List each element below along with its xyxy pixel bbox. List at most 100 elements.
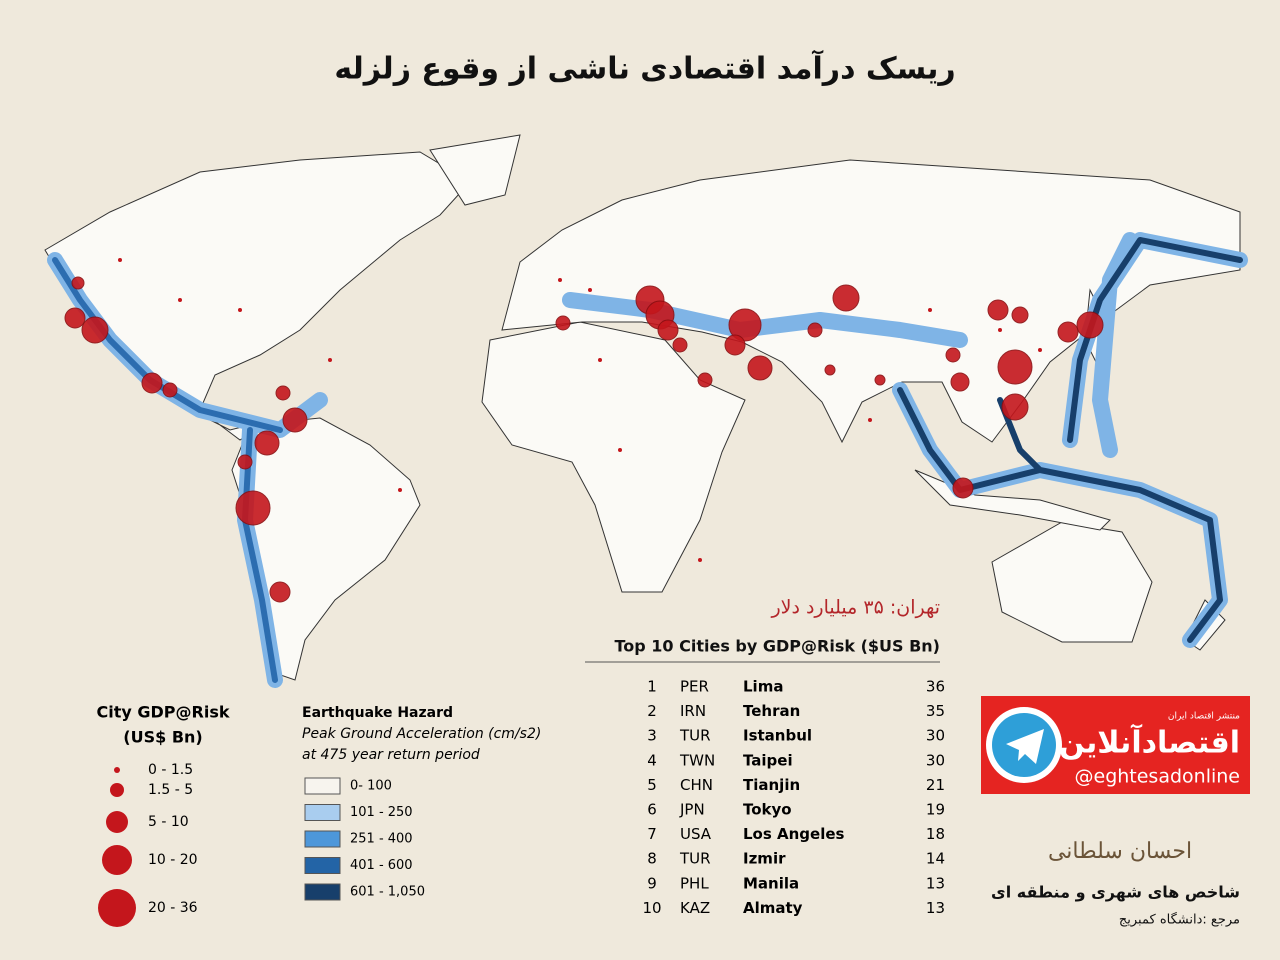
- rank: 10: [642, 899, 661, 917]
- gdp-risk: 35: [926, 702, 945, 720]
- city-marker: [868, 418, 872, 422]
- city-marker: [1011, 306, 1029, 324]
- city-marker: [1057, 321, 1079, 343]
- size-swatch: [106, 811, 128, 833]
- city-marker: [71, 276, 85, 290]
- legend-title: Earthquake Hazard: [302, 705, 453, 721]
- size-label: 0 - 1.5: [148, 762, 193, 778]
- city-marker: [672, 337, 688, 353]
- hazard-swatch: [304, 830, 341, 848]
- legend-subtitle: Peak Ground Acceleration (cm/s2): [302, 726, 541, 742]
- table: 1 PER Lima 36 2 IRN Tehran 35 3 TUR Istanbul 30 4 TWN…: [642, 678, 945, 917]
- legend-title: City GDP@Risk: [97, 703, 230, 722]
- gdp-risk: 14: [926, 850, 945, 868]
- rank: 5: [647, 776, 657, 794]
- city-marker: [235, 490, 271, 526]
- gdp-risk: 21: [926, 776, 945, 794]
- title: ریسک درآمد اقتصادی ناشی از وقوع زلزله: [334, 50, 955, 87]
- city-marker: [141, 372, 163, 394]
- city-markers: [64, 258, 1104, 603]
- city: Tianjin: [743, 776, 800, 794]
- country-code: TUR: [679, 850, 711, 868]
- size-swatch: [98, 889, 136, 927]
- hazard-label: 251 - 400: [350, 832, 413, 847]
- city-marker: [118, 258, 122, 262]
- table-title: Top 10 Cities by GDP@Risk ($US Bn): [614, 637, 940, 656]
- size-swatch: [114, 767, 120, 773]
- hazard-label: 401 - 600: [350, 858, 413, 873]
- city-marker: [328, 358, 332, 362]
- rank: 2: [647, 702, 657, 720]
- city-marker: [275, 385, 291, 401]
- badge[interactable]: منتشر اقتصاد ایران اقتصادآنلاین @eghtesa…: [981, 696, 1250, 794]
- gdp-risk: 13: [926, 874, 945, 892]
- city-marker: [724, 334, 746, 356]
- city-marker: [588, 288, 592, 292]
- city: Izmir: [743, 850, 786, 868]
- hazard-label: 601 - 1,050: [350, 885, 425, 900]
- hazard-swatch: [304, 883, 341, 901]
- city: Tehran: [743, 702, 800, 720]
- rank: 1: [647, 678, 657, 696]
- city-marker: [282, 407, 308, 433]
- country-code: PHL: [680, 874, 709, 892]
- gdp-risk: 19: [926, 801, 945, 819]
- city-marker: [162, 382, 178, 398]
- country-code: KAZ: [680, 899, 710, 917]
- city-marker: [728, 308, 762, 342]
- city: Manila: [743, 874, 799, 892]
- size-label: 10 - 20: [148, 852, 198, 868]
- city-marker: [81, 316, 109, 344]
- rank: 3: [647, 727, 657, 745]
- hazard-label: 101 - 250: [350, 805, 413, 820]
- gdp-risk: 18: [926, 825, 945, 843]
- city: Istanbul: [743, 727, 812, 745]
- city-marker: [987, 299, 1009, 321]
- badge-handle: @eghtesadonline: [1075, 766, 1241, 788]
- rank: 4: [647, 751, 657, 769]
- size-swatch: [102, 845, 132, 875]
- city-marker: [874, 374, 886, 386]
- badge-tagline: منتشر اقتصاد ایران: [1168, 712, 1240, 722]
- city-marker: [555, 315, 571, 331]
- city: Taipei: [743, 751, 793, 769]
- country-code: IRN: [680, 702, 706, 720]
- rank: 8: [647, 850, 657, 868]
- size-label: 20 - 36: [148, 900, 198, 916]
- city-marker: [997, 349, 1033, 385]
- size-label: 1.5 - 5: [148, 782, 193, 798]
- city-marker: [1038, 348, 1042, 352]
- city-marker: [238, 308, 242, 312]
- hazard-label: 0- 100: [350, 779, 392, 794]
- footer-source: مرجع :دانشگاه کمبریج: [1119, 912, 1240, 928]
- city-marker: [254, 430, 280, 456]
- city-marker: [824, 364, 836, 376]
- city: Tokyo: [743, 801, 792, 819]
- rank: 6: [647, 801, 657, 819]
- country-code: TUR: [679, 727, 711, 745]
- country-code: CHN: [680, 776, 713, 794]
- gdp-risk: 30: [926, 727, 945, 745]
- city-marker: [598, 358, 602, 362]
- badge-brand: اقتصادآنلاین: [1059, 724, 1240, 761]
- rank: 9: [647, 874, 657, 892]
- city-marker: [657, 319, 679, 341]
- city-marker: [178, 298, 182, 302]
- country-code: USA: [680, 825, 712, 843]
- logo: احسان سلطانی: [1048, 839, 1192, 864]
- gdp-risk: 36: [926, 678, 945, 696]
- size-swatch: [110, 783, 124, 797]
- city-marker: [558, 278, 562, 282]
- legend-subtitle: at 475 year return period: [302, 747, 480, 763]
- city-marker: [950, 372, 970, 392]
- country-code: JPN: [679, 801, 705, 819]
- city-marker: [697, 372, 713, 388]
- city-marker: [398, 488, 402, 492]
- rank: 7: [647, 825, 657, 843]
- gdp-risk: 13: [926, 899, 945, 917]
- city-marker: [1076, 311, 1104, 339]
- size-legend: City GDP@Risk (US$ Bn) 0 - 1.5 1.5 - 5 5 -…: [97, 703, 230, 927]
- world-map: [44, 134, 1241, 681]
- city-marker: [237, 454, 253, 470]
